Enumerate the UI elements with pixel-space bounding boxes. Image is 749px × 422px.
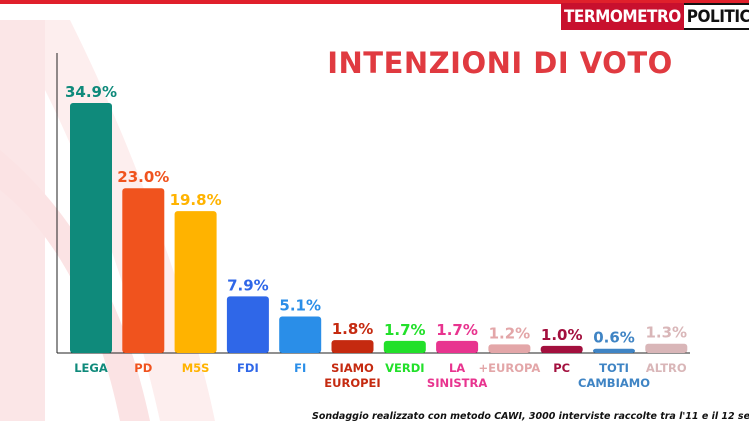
bar-3 <box>226 296 269 353</box>
value-label-5: 1.8% <box>332 320 374 338</box>
chart-title: INTENZIONI DI VOTO <box>327 46 673 80</box>
brand-logo-part1: TERMOMETRO <box>561 3 684 30</box>
bar-0 <box>70 103 112 353</box>
category-label-10-line-1: CAMBIAMO <box>578 376 650 390</box>
bar-2 <box>174 211 217 353</box>
category-label-11: ALTRO <box>646 361 687 375</box>
bar-6 <box>383 340 426 353</box>
bar-8 <box>488 344 531 353</box>
brand-logo-part2: POLITICO <box>683 3 749 30</box>
bar-9 <box>540 345 583 353</box>
bar-7 <box>436 340 479 353</box>
footnote: Sondaggio realizzato con metodo CAWI, 30… <box>312 411 749 422</box>
value-label-4: 5.1% <box>279 296 321 314</box>
category-label-4: FI <box>294 361 306 375</box>
bar-10 <box>593 348 635 353</box>
bar-5 <box>331 340 374 353</box>
category-label-9: PC <box>553 361 570 375</box>
bar-1 <box>122 188 165 353</box>
value-label-2: 19.8% <box>170 191 222 209</box>
category-label-0: LEGA <box>74 361 108 375</box>
category-label-7-line-1: SINISTRA <box>427 376 487 390</box>
value-label-0: 34.9% <box>65 83 117 101</box>
brand-logo: TERMOMETRO POLITICO <box>561 3 749 30</box>
value-label-9: 1.0% <box>541 326 583 344</box>
category-label-1: PD <box>134 361 152 375</box>
category-label-3: FDI <box>237 361 259 375</box>
category-label-6: VERDI <box>385 361 424 375</box>
value-label-11: 1.3% <box>645 324 687 342</box>
category-label-2: M5S <box>182 361 210 375</box>
value-label-3: 7.9% <box>227 276 269 294</box>
category-label-5-line-1: EUROPEI <box>324 376 380 390</box>
bar-4 <box>279 316 322 353</box>
category-label-5-line-0: SIAMO <box>331 361 374 375</box>
category-label-10-line-0: TOTI <box>599 361 629 375</box>
top-accent-strip <box>0 0 749 4</box>
category-label-8: +EUROPA <box>479 361 541 375</box>
category-label-7-line-0: LA <box>449 361 465 375</box>
value-label-6: 1.7% <box>384 321 426 339</box>
value-label-10: 0.6% <box>593 329 635 347</box>
value-label-8: 1.2% <box>489 324 531 342</box>
value-label-1: 23.0% <box>117 168 169 186</box>
bar-11 <box>645 343 688 353</box>
value-label-7: 1.7% <box>436 321 478 339</box>
